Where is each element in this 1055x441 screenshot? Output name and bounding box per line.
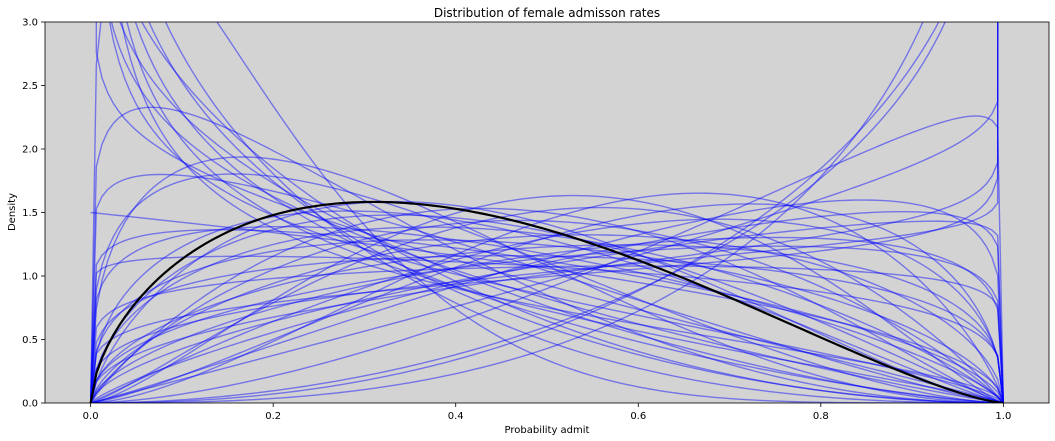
- chart-title: Distribution of female admisson rates: [434, 6, 660, 20]
- sample-curve: [164, 22, 1004, 403]
- sample-curve: [108, 22, 1004, 403]
- sample-curve: [89, 214, 1004, 403]
- x-tick-label: 0.0: [83, 411, 99, 422]
- sample-curve: [90, 206, 1004, 403]
- sample-curve: [90, 211, 1005, 403]
- sample-curve: [90, 192, 1005, 403]
- sample-curve: [95, 22, 1004, 403]
- x-tick-label: 0.8: [813, 411, 829, 422]
- x-tick-label: 1.0: [995, 411, 1011, 422]
- sample-curve: [89, 225, 1004, 403]
- sample-curve: [89, 244, 1005, 403]
- x-tick-label: 0.4: [448, 411, 464, 422]
- sample-curve: [90, 115, 1005, 403]
- x-axis: 0.0 0.2 0.4 0.6 0.8 1.0: [83, 403, 1011, 422]
- sample-curve: [90, 207, 1004, 403]
- sample-curve: [89, 234, 1005, 403]
- sample-curve: [89, 173, 1004, 403]
- sample-curve: [148, 22, 1004, 403]
- sample-curve: [90, 220, 1005, 403]
- y-tick-label: 2.5: [22, 81, 38, 92]
- sample-curve: [120, 22, 1004, 403]
- x-axis-label: Probability admit: [505, 425, 590, 436]
- y-tick-label: 0.0: [22, 399, 38, 410]
- sample-curve: [89, 265, 1005, 403]
- sample-curve: [89, 22, 999, 403]
- sample-curve: [89, 22, 999, 403]
- sample-curve: [89, 245, 1005, 403]
- sample-curve: [90, 22, 946, 403]
- plot-background: [45, 22, 1049, 403]
- sample-curve: [89, 226, 1004, 403]
- y-tick-label: 0.5: [22, 335, 38, 346]
- x-tick-label: 0.2: [265, 411, 281, 422]
- y-tick-label: 2.0: [22, 145, 38, 156]
- sample-curve: [89, 200, 1004, 403]
- sample-curve: [126, 22, 1004, 403]
- y-tick-label: 3.0: [22, 18, 38, 29]
- y-tick-label: 1.0: [22, 272, 38, 283]
- sample-curve: [134, 22, 1004, 403]
- mean-curve: [89, 200, 1004, 403]
- sample-curve: [89, 210, 1004, 403]
- sample-curve: [89, 239, 1005, 403]
- sample-curve: [90, 203, 1005, 403]
- y-axis: 0.0 0.5 1.0 1.5 2.0 2.5 3.0: [22, 18, 45, 410]
- x-tick-label: 0.6: [630, 411, 646, 422]
- sample-curve: [90, 219, 1004, 403]
- sample-curve: [89, 173, 1004, 403]
- y-axis-label: Density: [7, 193, 18, 231]
- sample-curve: [90, 194, 1004, 403]
- sample-curve: [119, 22, 1004, 403]
- sample-curve: [90, 22, 940, 403]
- y-tick-label: 1.5: [22, 208, 38, 219]
- sample-curve: [110, 22, 1004, 403]
- sample-curve: [90, 199, 1005, 403]
- sample-curve: [90, 22, 924, 403]
- sample-curve: [89, 156, 1004, 403]
- sample-curve: [89, 229, 1004, 403]
- sample-curve: [90, 22, 999, 403]
- sample-curve: [89, 22, 999, 403]
- sample-curve: [90, 236, 1005, 403]
- sample-curve: [90, 218, 1005, 403]
- sample-curve: [140, 22, 1004, 403]
- sample-curve: [89, 255, 1005, 403]
- sample-curve: [89, 255, 1005, 403]
- sample-curve: [89, 106, 1004, 403]
- sample-curve: [90, 210, 1005, 403]
